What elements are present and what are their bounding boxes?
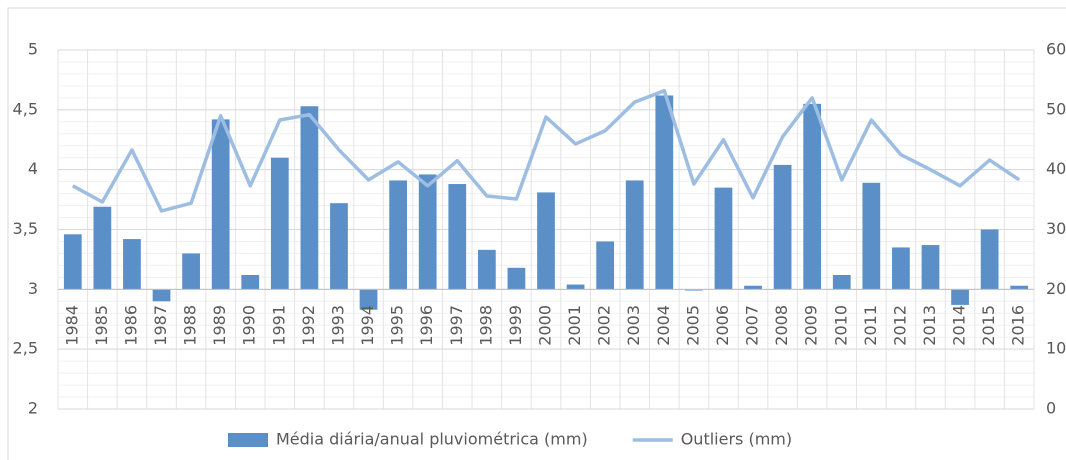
bar <box>980 229 999 290</box>
bar <box>1010 285 1029 290</box>
y-tick-label: 2 <box>28 399 38 418</box>
x-tick-label: 1990 <box>240 305 259 346</box>
bar <box>655 95 674 290</box>
x-tick-label: 1995 <box>388 305 407 346</box>
bar <box>330 203 348 290</box>
y2-tick-label: 30 <box>1046 219 1066 238</box>
x-tick-label: 2006 <box>713 305 732 346</box>
bar <box>625 180 644 290</box>
y-tick-label: 3,5 <box>13 219 38 238</box>
bar <box>63 234 82 290</box>
bar <box>211 119 230 290</box>
x-tick-label: 1992 <box>299 305 318 346</box>
x-tick-label: 1991 <box>269 305 288 346</box>
bar <box>270 157 289 290</box>
y-tick-label: 4 <box>28 159 38 178</box>
x-tick-label: 2014 <box>950 305 969 346</box>
x-tick-label: 1984 <box>62 305 81 346</box>
bar <box>300 106 319 290</box>
x-tick-label: 2005 <box>683 305 702 346</box>
x-tick-label: 1988 <box>181 305 200 346</box>
bar <box>714 187 733 290</box>
x-tick-label: 2008 <box>772 305 791 346</box>
bar <box>359 289 378 310</box>
x-tick-label: 2011 <box>861 305 880 346</box>
y2-tick-label: 0 <box>1046 399 1056 418</box>
bar <box>507 267 526 290</box>
bar <box>773 164 792 290</box>
y2-tick-label: 20 <box>1046 279 1066 298</box>
legend-label: Outliers (mm) <box>681 430 792 449</box>
y2-tick-label: 40 <box>1046 159 1066 178</box>
y-tick-label: 2,5 <box>13 339 38 358</box>
chart-border <box>7 7 1066 460</box>
x-tick-label: 1997 <box>447 305 466 346</box>
x-tick-label: 2015 <box>979 305 998 346</box>
x-tick-label: 2009 <box>802 305 821 346</box>
x-tick-label: 2000 <box>536 305 555 346</box>
bar <box>448 184 467 290</box>
bar <box>152 289 171 302</box>
bar <box>951 289 969 305</box>
bar <box>685 289 703 291</box>
bar <box>123 239 141 290</box>
bar <box>182 253 200 290</box>
bar <box>832 274 851 290</box>
x-tick-label: 1993 <box>328 305 347 346</box>
x-tick-label: 2004 <box>654 305 673 346</box>
bar <box>389 180 407 290</box>
bar <box>477 249 496 290</box>
x-tick-label: 1994 <box>358 305 377 346</box>
x-tick-label: 2007 <box>743 305 762 346</box>
x-tick-label: 1999 <box>506 305 525 346</box>
x-tick-label: 2003 <box>624 305 643 346</box>
bar <box>862 182 881 290</box>
bar <box>537 192 555 290</box>
x-tick-label: 1998 <box>476 305 495 346</box>
y-tick-label: 3 <box>28 279 38 298</box>
x-tick-label: 1987 <box>151 305 170 346</box>
bar <box>566 284 585 290</box>
line <box>71 88 1021 213</box>
y2-tick-label: 10 <box>1046 339 1066 358</box>
bar <box>803 103 822 290</box>
bar <box>241 274 260 290</box>
y2-tick-label: 50 <box>1046 99 1066 118</box>
y-tick-label: 5 <box>28 40 38 59</box>
bar <box>921 245 940 290</box>
x-tick-label: 2016 <box>1009 305 1028 346</box>
bar <box>596 241 615 290</box>
x-tick-label: 2013 <box>920 305 939 346</box>
x-tick-label: 2012 <box>890 305 909 346</box>
bar <box>892 247 910 290</box>
x-tick-label: 1986 <box>121 305 140 346</box>
y2-tick-label: 60 <box>1046 40 1066 59</box>
bar <box>93 206 112 290</box>
legend-swatch <box>228 433 268 447</box>
x-tick-label: 2010 <box>831 305 850 346</box>
x-tick-label: 1996 <box>417 305 436 346</box>
bar <box>418 174 437 290</box>
x-tick-label: 2001 <box>565 305 584 346</box>
x-tick-label: 2002 <box>595 305 614 346</box>
y-tick-label: 4,5 <box>13 99 38 118</box>
x-tick-label: 1985 <box>92 305 111 346</box>
legend-label: Média diária/anual pluviométrica (mm) <box>276 430 588 449</box>
bar <box>744 285 762 290</box>
x-tick-label: 1989 <box>210 305 229 346</box>
